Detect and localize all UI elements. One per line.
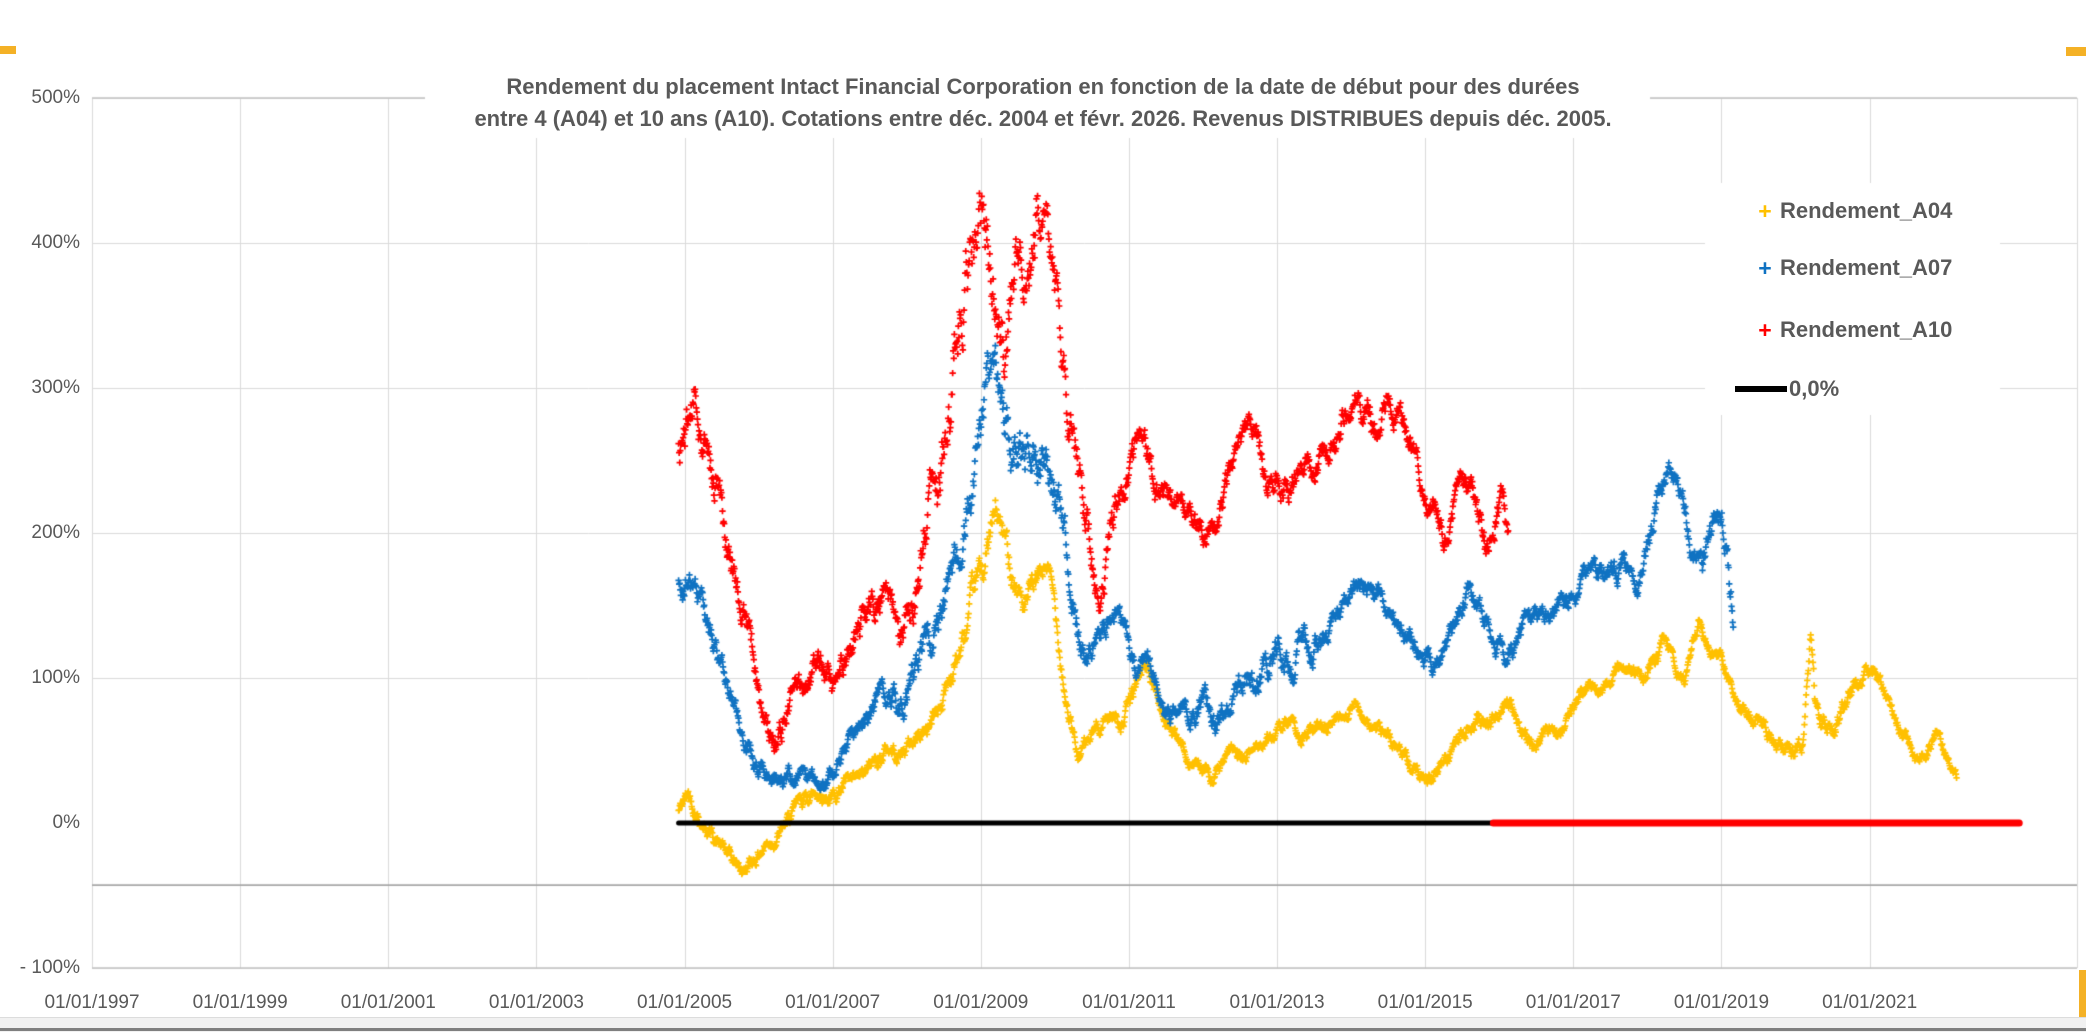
y-tick-label: 100% xyxy=(31,667,80,688)
y-tick-label: 400% xyxy=(31,232,80,253)
x-tick-label: 01/01/1997 xyxy=(44,992,140,1013)
x-tick-label: 01/01/2009 xyxy=(933,992,1029,1013)
legend-label: 0,0% xyxy=(1789,376,1840,401)
x-tick-label: 01/01/2013 xyxy=(1229,992,1325,1013)
x-tick-label: 01/01/2003 xyxy=(488,992,584,1013)
plus-marker-icon: + xyxy=(1758,317,1772,343)
x-tick-label: 01/01/2015 xyxy=(1377,992,1473,1013)
plus-marker-icon: + xyxy=(1758,255,1772,281)
legend-item-rendement-a04[interactable]: + Rendement_A04 xyxy=(1712,192,2050,230)
y-tick-label: - 100% xyxy=(19,957,80,978)
line-marker-icon xyxy=(1735,386,1787,392)
legend-item-0-0-[interactable]: 0,0% xyxy=(1712,370,2035,408)
legend-label: Rendement_A10 xyxy=(1780,317,1953,342)
legend-label: Rendement_A07 xyxy=(1780,255,1953,280)
legend-item-rendement-a10[interactable]: + Rendement_A10 xyxy=(1712,311,2050,349)
gold-corner-top-left xyxy=(0,46,16,54)
y-tick-label: 500% xyxy=(31,87,80,108)
legend-item-rendement-a07[interactable]: + Rendement_A07 xyxy=(1712,249,2050,287)
window-bottom-edge xyxy=(0,1028,2086,1031)
x-tick-label: 01/01/1999 xyxy=(192,992,288,1013)
x-tick-label: 01/01/2005 xyxy=(636,992,733,1013)
legend-label: Rendement_A04 xyxy=(1780,198,1953,223)
x-tick-label: 01/01/2017 xyxy=(1525,992,1621,1013)
x-tick-label: 01/01/2019 xyxy=(1673,992,1770,1013)
x-tick-label: 01/01/2007 xyxy=(785,992,881,1013)
y-tick-label: 200% xyxy=(31,522,80,543)
plus-marker-icon: + xyxy=(1758,198,1772,224)
gold-corner-bottom-right-vertical xyxy=(2079,970,2086,1028)
y-tick-label: 300% xyxy=(31,377,80,398)
y-tick-label: 0% xyxy=(52,812,80,833)
x-tick-label: 01/01/2001 xyxy=(340,992,436,1013)
x-tick-label: 01/01/2021 xyxy=(1822,992,1918,1013)
gold-corner-top-right xyxy=(2066,47,2086,56)
x-tick-label: 01/01/2011 xyxy=(1082,992,1176,1013)
